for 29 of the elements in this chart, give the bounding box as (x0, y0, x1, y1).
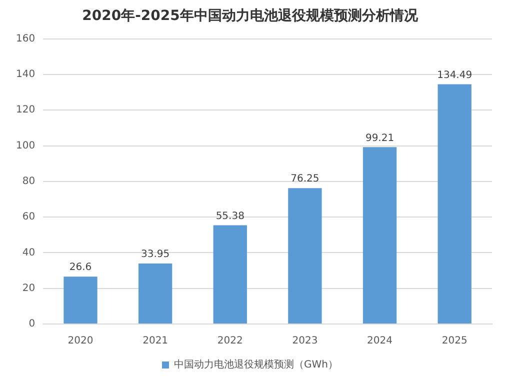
x-tick-label: 2025 (442, 336, 468, 347)
chart-title: 2020年-2025年中国动力电池退役规模预测分析情况 (82, 7, 419, 24)
x-tick-label: 2024 (367, 336, 392, 347)
bar (64, 276, 98, 324)
bar (438, 84, 472, 324)
x-tick-label: 2023 (292, 336, 318, 347)
x-tick-label: 2021 (142, 336, 168, 347)
y-tick-label: 0 (28, 318, 36, 330)
bar (362, 147, 397, 324)
bar (138, 263, 172, 324)
legend-label: 中国动力电池退役规模预测（GWh） (174, 358, 338, 371)
data-label: 76.25 (290, 174, 320, 185)
bar (213, 225, 247, 324)
y-tick-label: 20 (22, 282, 36, 294)
y-tick-label: 100 (16, 140, 36, 152)
y-tick-label: 120 (16, 104, 36, 116)
x-tick-label: 2022 (217, 336, 243, 347)
data-label: 55.38 (216, 210, 244, 222)
data-label: 33.95 (140, 249, 170, 260)
data-label: 26.6 (69, 262, 92, 274)
data-label: 134.49 (437, 70, 472, 81)
y-tick-label: 60 (22, 212, 36, 223)
bar (288, 188, 322, 324)
y-tick-label: 140 (16, 69, 36, 80)
y-tick-label: 80 (22, 176, 36, 187)
data-label: 99.21 (365, 132, 394, 144)
x-tick-label: 2020 (68, 336, 94, 347)
y-tick-label: 40 (22, 247, 36, 258)
y-tick-label: 160 (16, 33, 36, 44)
